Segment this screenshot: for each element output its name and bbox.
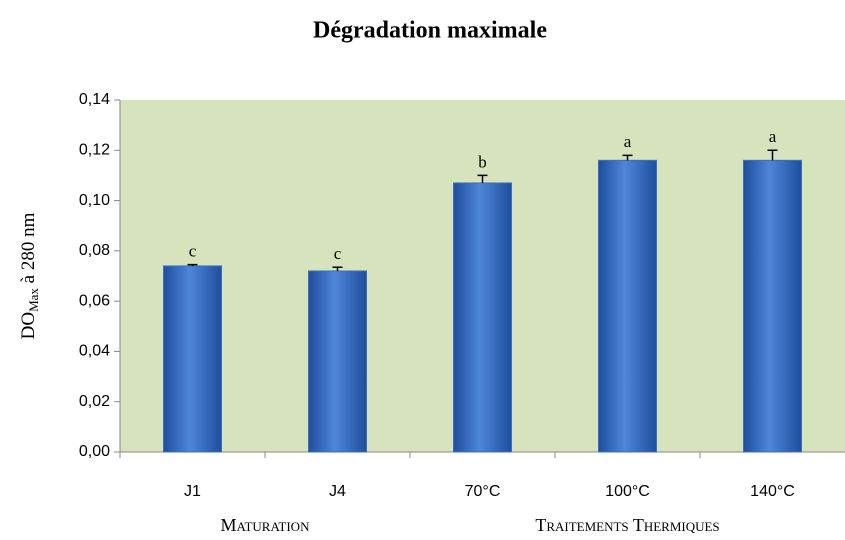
chart-title: Dégradation maximale [313, 18, 547, 44]
y-tick-label: 0,10 [79, 192, 110, 209]
y-label-main: DO [18, 312, 39, 339]
annotation: a [769, 127, 777, 146]
error-bar [477, 174, 488, 183]
annotation: c [189, 242, 197, 261]
error-bar [332, 266, 343, 271]
error-bar [622, 154, 633, 161]
annotation: a [624, 132, 632, 151]
y-label-sub: Max [26, 288, 41, 312]
y-tick-label: 0,08 [79, 242, 110, 259]
x-tick-label: J4 [329, 483, 346, 500]
y-tick-label: 0,00 [79, 443, 110, 460]
error-bar [187, 263, 198, 266]
y-axis-label: DOMax à 280 nm [18, 212, 41, 339]
bar [308, 270, 367, 453]
group-label: Traitements Thermiques [535, 515, 719, 535]
x-tick-label: 100°C [605, 483, 650, 500]
error-bar [767, 149, 778, 161]
y-tick-label: 0,12 [79, 142, 110, 159]
y-tick-label: 0,14 [79, 91, 110, 108]
y-tick-label: 0,02 [79, 393, 110, 410]
y-label-rest: à 280 nm [18, 212, 39, 288]
bar [163, 265, 222, 453]
annotation: b [478, 152, 487, 171]
bar [598, 159, 657, 453]
x-tick-label: 70°C [465, 483, 501, 500]
group-label: Maturation [221, 515, 311, 535]
bar [743, 159, 802, 453]
annotation: c [334, 244, 342, 263]
bar [453, 182, 512, 453]
x-tick-label: J1 [184, 483, 201, 500]
y-tick-label: 0,06 [79, 292, 110, 309]
x-tick-label: 140°C [750, 483, 795, 500]
y-tick-label: 0,04 [79, 343, 110, 360]
